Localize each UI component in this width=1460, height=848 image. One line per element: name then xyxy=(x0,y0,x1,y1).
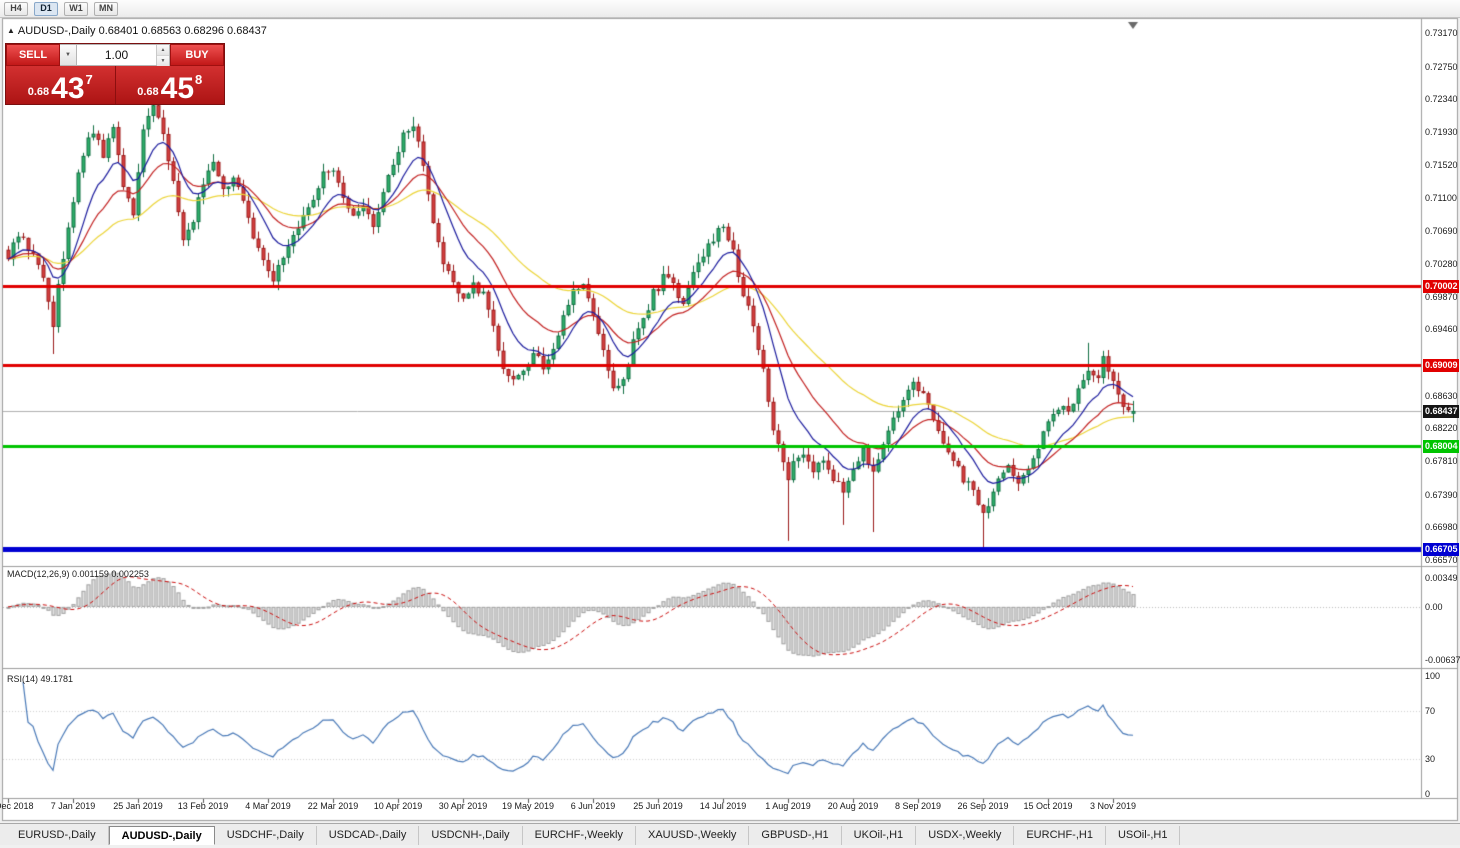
sell-button[interactable]: SELL xyxy=(6,44,60,66)
price-scale-tick: 0.71930 xyxy=(1425,127,1458,137)
volume-increment-button[interactable]: ▲ xyxy=(157,45,169,56)
timeframe-button-w1[interactable]: W1 xyxy=(64,1,88,16)
time-scale-label: 19 May 2019 xyxy=(501,801,555,811)
chart-tab-usdchf-daily[interactable]: USDCHF-,Daily xyxy=(215,826,317,845)
price-scale-tick: 0.66570 xyxy=(1425,555,1458,565)
rsi-scale-tick: 70 xyxy=(1425,706,1436,716)
price-scale-tick: 0.70690 xyxy=(1425,226,1458,236)
chart-tab-ukoil-h1[interactable]: UKOil-,H1 xyxy=(842,826,917,845)
time-scale-label: 15 Oct 2019 xyxy=(1023,801,1073,811)
rsi-scale-tick: 30 xyxy=(1425,754,1436,764)
rsi-label: RSI(14) 49.1781 xyxy=(7,674,74,684)
chart-tab-audusd-daily[interactable]: AUDUSD-,Daily xyxy=(108,826,215,845)
price-scale-tick: 0.69460 xyxy=(1425,324,1458,334)
collapse-trade-panel-icon[interactable]: ▲ xyxy=(7,26,15,35)
time-scale-label: 7 Jan 2019 xyxy=(50,801,96,811)
price-scale-tick: 0.72340 xyxy=(1425,94,1458,104)
time-scale-label: 1 Aug 2019 xyxy=(765,801,811,811)
chart-title-text: AUDUSD-,Daily 0.68401 0.68563 0.68296 0.… xyxy=(17,25,267,37)
price-scale-tick: 0.68220 xyxy=(1425,423,1458,433)
time-scale-label: 20 Aug 2019 xyxy=(827,801,879,811)
rsi-scale-tick: 0 xyxy=(1425,789,1431,799)
time-scale-label: 30 Apr 2019 xyxy=(438,801,488,811)
chart-tab-gbpusd-h1[interactable]: GBPUSD-,H1 xyxy=(749,826,842,845)
price-level-badge: 0.68004 xyxy=(1423,440,1459,453)
buy-price-display[interactable]: 0.68 45 8 xyxy=(115,66,224,105)
time-scale-label: 25 Jun 2019 xyxy=(633,801,683,811)
sell-price-prefix: 0.68 xyxy=(27,86,50,98)
timeframe-button-mn[interactable]: MN xyxy=(94,1,118,16)
chart-tab-usdcad-daily[interactable]: USDCAD-,Daily xyxy=(317,826,420,845)
macd-scale-tick: 0.00 xyxy=(1425,602,1443,612)
chevron-down-icon: ▼ xyxy=(65,52,71,58)
time-scale-label: 6 Jun 2019 xyxy=(570,801,616,811)
time-scale-label: 10 Apr 2019 xyxy=(373,801,423,811)
time-scale-label: 8 Sep 2019 xyxy=(894,801,942,811)
chart-tab-usdx-weekly[interactable]: USDX-,Weekly xyxy=(916,826,1015,845)
price-level-badge: 0.70002 xyxy=(1423,280,1459,293)
chart-tab-usoil-h1[interactable]: USOil-,H1 xyxy=(1106,826,1181,845)
sell-price-pip: 7 xyxy=(85,72,93,87)
macd-scale-tick: -0.00637 xyxy=(1425,655,1460,665)
price-scale-tick: 0.69870 xyxy=(1425,292,1458,302)
timeframe-button-d1[interactable]: D1 xyxy=(34,1,58,16)
buy-price-pip: 8 xyxy=(195,72,203,87)
price-scale-tick: 0.66980 xyxy=(1425,522,1458,532)
price-scale-tick: 0.70280 xyxy=(1425,259,1458,269)
price-scale-tick: 0.67810 xyxy=(1425,456,1458,466)
price-scale-tick: 0.71100 xyxy=(1425,193,1457,203)
chart-tab-eurchf-weekly[interactable]: EURCHF-,Weekly xyxy=(523,826,636,845)
time-scale-label: 26 Sep 2019 xyxy=(957,801,1009,811)
buy-price-prefix: 0.68 xyxy=(137,86,159,98)
chart-tab-eurchf-h1[interactable]: EURCHF-,H1 xyxy=(1014,826,1106,845)
volume-input[interactable] xyxy=(77,45,156,65)
sell-price-big: 43 xyxy=(51,72,85,105)
volume-decrement-button[interactable]: ▼ xyxy=(157,56,169,66)
chart-tab-bar: EURUSD-,Daily AUDUSD-,Daily USDCHF-,Daily U… xyxy=(0,823,1460,845)
chart-tab-eurusd-daily[interactable]: EURUSD-,Daily xyxy=(6,826,109,845)
time-scale-label: 22 Mar 2019 xyxy=(307,801,359,811)
rsi-scale-tick: 100 xyxy=(1425,671,1441,681)
sell-price-display[interactable]: 0.68 43 7 xyxy=(6,66,115,104)
timeframe-toolbar: H4 D1 W1 MN xyxy=(0,0,1460,18)
time-scale-label: 19 Dec 2018 xyxy=(0,801,34,811)
price-scale-tick: 0.68630 xyxy=(1425,391,1458,401)
timeframe-button-h4[interactable]: H4 xyxy=(4,1,28,16)
time-scale-label: 14 Jul 2019 xyxy=(699,801,747,811)
macd-scale-tick: 0.00349 xyxy=(1425,573,1458,583)
buy-price-big: 45 xyxy=(160,72,195,105)
price-scale-tick: 0.71520 xyxy=(1425,160,1458,170)
time-scale-label: 4 Mar 2019 xyxy=(245,801,291,811)
macd-label: MACD(12,26,9) 0.001159 0.002253 xyxy=(7,569,149,579)
volume-stepper: ▲ ▼ xyxy=(156,45,170,66)
price-scale-tick: 0.73170 xyxy=(1425,28,1458,38)
time-scale-label: 3 Nov 2019 xyxy=(1089,801,1137,811)
price-scale-tick: 0.67390 xyxy=(1425,490,1458,500)
current-price-badge: 0.68437 xyxy=(1423,405,1459,418)
price-level-badge: 0.69009 xyxy=(1423,359,1459,372)
chart-tab-usdcnh-daily[interactable]: USDCNH-,Daily xyxy=(419,826,523,845)
price-level-badge: 0.66705 xyxy=(1423,543,1459,556)
volume-dropdown-button[interactable]: ▼ xyxy=(60,44,77,66)
time-scale-label: 25 Jan 2019 xyxy=(113,801,163,811)
time-scale-label: 13 Feb 2019 xyxy=(177,801,229,811)
price-scale-tick: 0.72750 xyxy=(1425,62,1458,72)
chart-symbol-title: ▲ AUDUSD-,Daily 0.68401 0.68563 0.68296 0… xyxy=(7,25,267,37)
buy-button[interactable]: BUY xyxy=(170,44,224,66)
chart-tab-xauusd-weekly[interactable]: XAUUSD-,Weekly xyxy=(636,826,750,845)
